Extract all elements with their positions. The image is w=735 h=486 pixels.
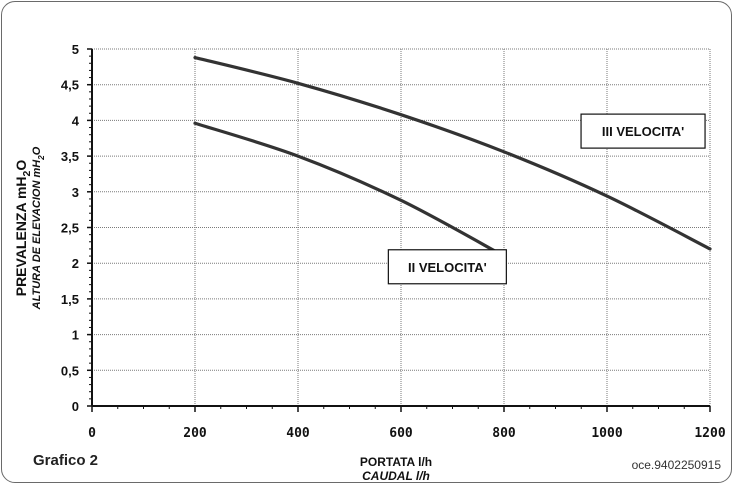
series-ii-velocita-label: II VELOCITA' xyxy=(408,260,487,275)
x-tick-label: 1000 xyxy=(591,426,622,441)
series-iii-velocita-label: III VELOCITA' xyxy=(602,124,684,139)
y-tick-label: 3 xyxy=(72,185,79,200)
series-ii-velocita-label-box xyxy=(387,249,507,285)
y-tick-label: 4 xyxy=(72,113,80,128)
y-axis-label-altura: ALTURA DE ELEVACION mH2O xyxy=(31,146,46,310)
y-tick-label: 2,5 xyxy=(61,221,79,236)
series-iii-velocita-line xyxy=(193,55,712,251)
x-axis-label-caudal: CAUDAL l/h xyxy=(362,469,430,483)
series-ii-velocita-line xyxy=(193,121,506,258)
y-tick-label: 4,5 xyxy=(61,78,79,93)
x-tick-label: 200 xyxy=(183,426,207,441)
y-tick-label: 5 xyxy=(72,42,79,57)
series-group xyxy=(193,55,712,258)
y-tick-label: 1,5 xyxy=(61,292,79,307)
x-tick-label: 600 xyxy=(389,426,413,441)
x-tick-label: 400 xyxy=(286,426,310,441)
x-tick-label: 800 xyxy=(492,426,516,441)
labels-group: 0 0,5 1 1,5 2 2,5 3 3,5 4 4,5 5 0 200 400 600 800 1000 12… xyxy=(13,42,726,483)
y-tick-label: 2 xyxy=(72,256,79,271)
y-tick-label: 0 xyxy=(72,399,79,414)
y-tick-label: 1 xyxy=(72,328,79,343)
series-ii-velocita-label-group: II VELOCITA' xyxy=(387,249,507,285)
y-axis-label-prevalenza: PREVALENZA mH2O xyxy=(13,160,33,297)
x-tick-label: 1200 xyxy=(694,426,725,441)
x-tick-label: 0 xyxy=(88,426,96,441)
chart-caption: Grafico 2 xyxy=(33,452,99,469)
series-iii-velocita-label-box xyxy=(580,113,706,149)
series-iii-velocita-label-group: III VELOCITA' xyxy=(580,113,706,149)
y-tick-label: 3,5 xyxy=(61,149,79,164)
y-tick-label: 0,5 xyxy=(61,363,79,378)
document-code: oce.9402250915 xyxy=(631,458,721,472)
x-axis-label-portata: PORTATA l/h xyxy=(360,455,432,469)
grid xyxy=(92,48,711,406)
axes xyxy=(87,48,711,412)
